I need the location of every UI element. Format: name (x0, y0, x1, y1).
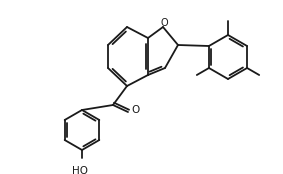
Text: HO: HO (72, 166, 88, 174)
Text: O: O (132, 105, 140, 115)
Text: O: O (160, 18, 168, 28)
